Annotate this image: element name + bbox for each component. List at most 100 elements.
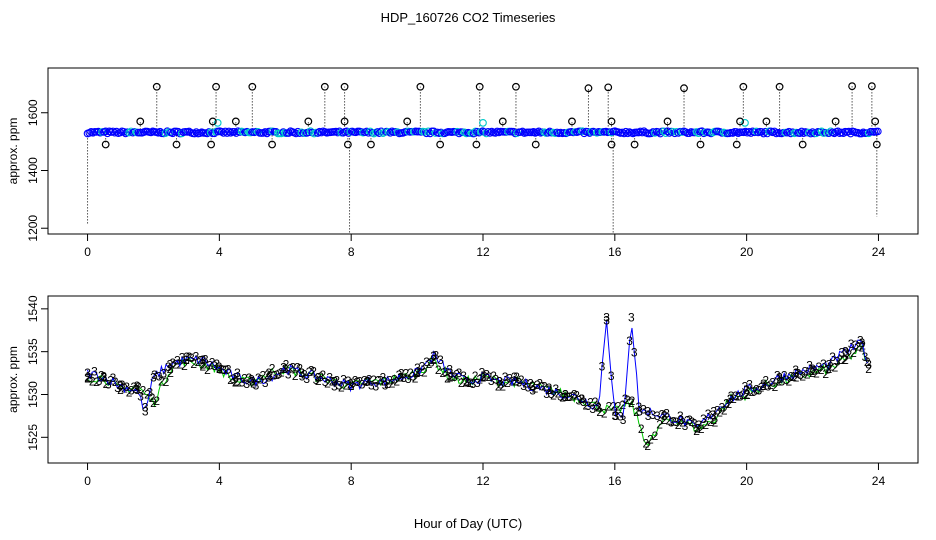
baseline-point (154, 128, 163, 137)
baseline-point (373, 128, 382, 136)
series-marker: 3 (529, 384, 536, 398)
series-marker: 2 (601, 406, 608, 420)
baseline-point (806, 129, 815, 138)
baseline-point (379, 129, 387, 137)
baseline-point (480, 128, 489, 136)
series-marker: 2 (301, 367, 308, 381)
series-marker: 2 (236, 375, 243, 389)
baseline-point (761, 127, 770, 136)
series-marker: 3 (654, 409, 661, 423)
series-key-marker: 2 (364, 375, 371, 389)
series-marker: 3 (142, 400, 149, 414)
series-marker: 3 (322, 375, 329, 389)
series-marker: 3 (280, 361, 287, 375)
series-marker: 3 (391, 372, 398, 386)
series-marker: 3 (428, 356, 435, 370)
series-marker: 3 (714, 403, 721, 417)
baseline-point (344, 129, 353, 137)
baseline-point (757, 128, 766, 136)
series-marker: 3 (852, 338, 859, 352)
baseline-point (812, 129, 821, 138)
baseline-point (261, 128, 270, 136)
baseline-point (219, 129, 228, 137)
series-key-marker: 2 (743, 387, 750, 401)
series-marker: 3 (608, 369, 615, 383)
spike-point (367, 140, 375, 149)
series-marker: 3 (234, 366, 241, 380)
series-key-marker: 3 (628, 310, 635, 324)
series-marker: 2 (522, 376, 529, 390)
series-marker: 2 (296, 362, 303, 376)
spike-point (607, 117, 616, 126)
series-marker: 3 (451, 370, 458, 384)
top-data-area (83, 82, 882, 233)
series-key-marker: 2 (595, 400, 602, 414)
bottom-x-tick-label: 4 (216, 474, 223, 488)
series-marker: 2 (190, 357, 197, 371)
series-key-marker: 3 (414, 366, 421, 380)
series-marker: 3 (811, 363, 818, 377)
baseline-point (112, 127, 121, 136)
series-marker: 2 (758, 380, 765, 394)
series-key-marker: 2 (430, 353, 437, 367)
series-marker: 3 (100, 370, 107, 384)
baseline-point (785, 127, 793, 136)
series-marker: 3 (631, 345, 638, 359)
series-marker: 2 (393, 374, 400, 388)
series-marker: 3 (400, 371, 407, 385)
series-marker: 3 (456, 366, 463, 380)
series-marker: 3 (792, 363, 799, 377)
series-marker: 2 (509, 375, 516, 389)
series-marker: 3 (174, 353, 181, 367)
series-marker: 3 (128, 384, 135, 398)
baseline-point (101, 127, 110, 136)
baseline-point (518, 127, 527, 136)
baseline-point (116, 128, 125, 137)
series-marker: 2 (629, 394, 636, 408)
series-marker: 3 (183, 350, 190, 364)
series-key-marker: 2 (200, 358, 207, 372)
series-marker: 3 (594, 399, 601, 413)
baseline-point (796, 129, 804, 137)
baseline-point (429, 127, 438, 136)
baseline-point (223, 129, 231, 137)
series-key-marker: 2 (298, 366, 305, 380)
baseline-point (125, 128, 134, 137)
baseline-point (362, 127, 371, 136)
series-marker: 3 (303, 372, 310, 386)
spike-point (584, 84, 593, 93)
series-marker: 2 (223, 363, 230, 377)
baseline-point (873, 127, 882, 136)
series-marker: 3 (617, 409, 624, 423)
baseline-point (663, 127, 672, 136)
series-marker: 3 (165, 360, 172, 374)
series-marker: 3 (262, 376, 269, 390)
series-marker: 3 (285, 368, 292, 382)
spike-point (798, 140, 807, 149)
spike-point (207, 140, 216, 149)
series-marker: 2 (832, 361, 839, 375)
series-key-marker: 3 (595, 400, 602, 414)
spike-point (268, 140, 276, 149)
series-marker: 3 (340, 373, 347, 387)
baseline-point (103, 129, 112, 138)
series-marker: 2 (813, 366, 820, 380)
series-key-marker: 2 (183, 353, 190, 367)
series-key-marker: 2 (710, 413, 717, 427)
series-marker: 2 (135, 380, 142, 394)
baseline-point (190, 129, 199, 138)
series-marker: 2 (785, 375, 792, 389)
series-marker: 3 (123, 380, 130, 394)
series-key-marker: 3 (743, 383, 750, 397)
spike-point (739, 82, 748, 91)
series-marker: 3 (677, 409, 684, 423)
series-marker: 3 (829, 350, 836, 364)
series-marker: 2 (661, 408, 668, 422)
series-marker: 3 (645, 409, 652, 423)
series-key-marker: 2 (331, 375, 338, 389)
spike-point (663, 117, 672, 126)
series-marker: 3 (137, 389, 144, 403)
bottom-x-tick-label: 12 (476, 474, 490, 488)
baseline-point (484, 127, 492, 136)
series-marker: 2 (144, 388, 151, 402)
